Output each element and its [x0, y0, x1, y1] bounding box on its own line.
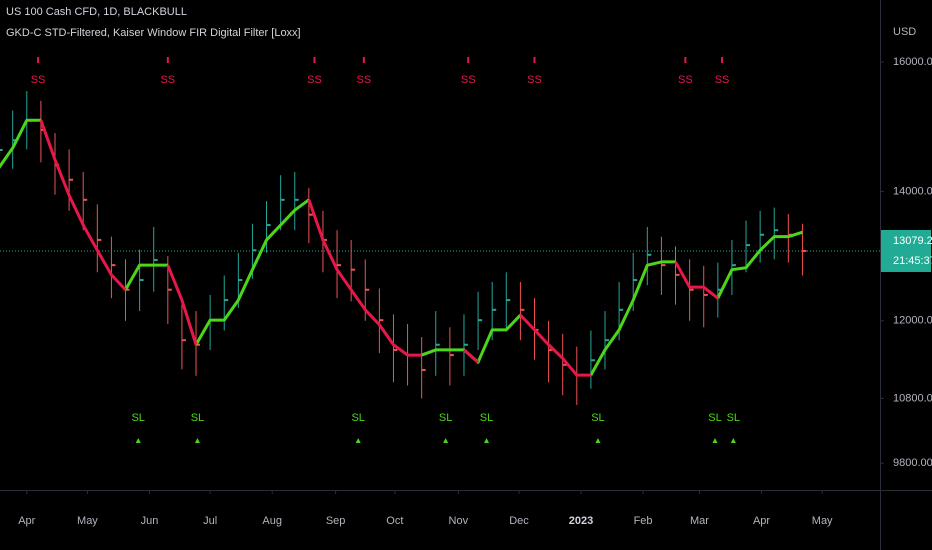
signal-marker — [194, 438, 200, 443]
signal-label: SL — [708, 412, 721, 424]
x-tick-label: Mar — [690, 515, 709, 527]
signal-label: SL — [591, 412, 604, 424]
signal-label: SS — [307, 74, 322, 86]
signal-label: SS — [357, 74, 372, 86]
x-tick-label: Oct — [386, 515, 403, 527]
signal-label: SL — [191, 412, 204, 424]
x-tick-label: Aug — [262, 515, 282, 527]
x-tick-label: May — [812, 515, 833, 527]
x-tick-label: Sep — [326, 515, 346, 527]
filter-line — [39, 119, 719, 377]
signal-label: SS — [461, 74, 476, 86]
x-tick-label: Dec — [509, 515, 529, 527]
y-tick-label: 16000.00 — [893, 56, 932, 68]
signal-marker — [443, 438, 449, 443]
y-tick-label: 14000.00 — [893, 185, 932, 197]
signal-label: SL — [131, 412, 144, 424]
signal-label: SS — [527, 74, 542, 86]
last-price-label: 13079.20 — [893, 235, 932, 247]
signal-label: SL — [351, 412, 364, 424]
chart-title: US 100 Cash CFD, 1D, BLACKBULL — [6, 6, 187, 18]
x-tick-label: Apr — [753, 515, 770, 527]
signal-label: SL — [439, 412, 452, 424]
signal-label: SS — [678, 74, 693, 86]
x-tick-label: Feb — [634, 515, 653, 527]
signal-marker — [484, 438, 490, 443]
signal-label: SL — [727, 412, 740, 424]
x-tick-label: 2023 — [569, 515, 593, 527]
signal-marker — [135, 438, 141, 443]
x-tick-label: May — [77, 515, 98, 527]
signal-marker — [595, 438, 601, 443]
signal-marker — [355, 438, 361, 443]
signal-label: SS — [160, 74, 175, 86]
y-tick-label: 9800.00 — [893, 457, 932, 469]
signal-marker — [730, 438, 736, 443]
x-tick-label: Nov — [449, 515, 469, 527]
x-tick-label: Jul — [203, 515, 217, 527]
last-price-badge — [881, 229, 931, 272]
y-tick-label: 12000.00 — [893, 315, 932, 327]
signal-label: SS — [31, 74, 46, 86]
signal-marker — [712, 438, 718, 443]
y-tick-label: 10800.00 — [893, 392, 932, 404]
signal-label: SL — [480, 412, 493, 424]
x-tick-label: Apr — [18, 515, 35, 527]
indicator-title: GKD-C STD-Filtered, Kaiser Window FIR Di… — [6, 27, 301, 39]
signal-label: SS — [715, 74, 730, 86]
x-tick-label: Jun — [141, 515, 159, 527]
countdown: 21:45:37 — [893, 255, 932, 267]
currency: USD — [893, 26, 916, 38]
